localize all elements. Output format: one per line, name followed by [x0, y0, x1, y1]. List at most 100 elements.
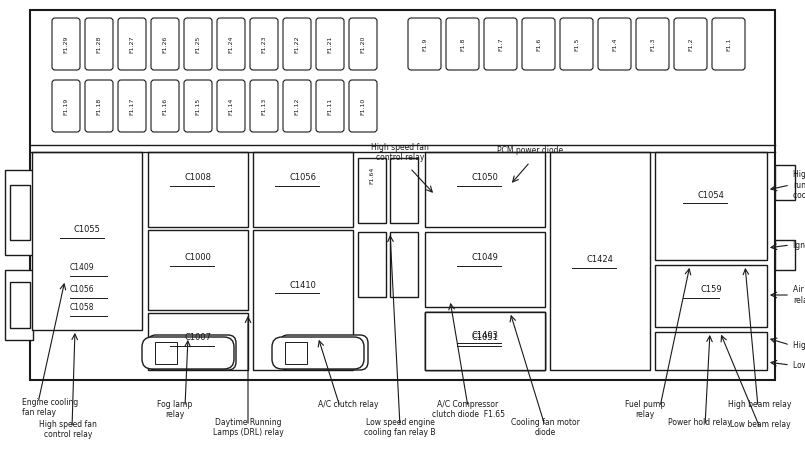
Text: C1056: C1056	[290, 173, 316, 183]
Text: F1.28: F1.28	[97, 35, 101, 53]
FancyBboxPatch shape	[349, 18, 377, 70]
FancyBboxPatch shape	[151, 18, 179, 70]
Text: F1.11: F1.11	[328, 97, 332, 114]
Text: F1.7: F1.7	[498, 37, 503, 51]
Text: C1056: C1056	[70, 286, 95, 295]
FancyBboxPatch shape	[349, 80, 377, 132]
Text: C1007: C1007	[184, 334, 212, 342]
Text: F1.3: F1.3	[650, 37, 655, 51]
FancyBboxPatch shape	[142, 337, 234, 369]
Text: F1.64: F1.64	[369, 166, 374, 184]
Text: C1055: C1055	[73, 226, 101, 235]
FancyBboxPatch shape	[148, 335, 236, 370]
Text: Low beam relay: Low beam relay	[793, 360, 805, 370]
Text: F1.10: F1.10	[361, 97, 365, 114]
FancyBboxPatch shape	[184, 18, 212, 70]
Text: C1054: C1054	[698, 191, 724, 199]
Bar	[358, 158, 386, 223]
FancyBboxPatch shape	[85, 80, 113, 132]
Text: F1.1: F1.1	[726, 37, 731, 51]
Text: Ignition relay: Ignition relay	[793, 241, 805, 250]
Text: Engine cooling
fan relay: Engine cooling fan relay	[22, 398, 78, 417]
Text: F1.18: F1.18	[97, 97, 101, 114]
Text: Fog lamp
relay: Fog lamp relay	[157, 400, 192, 419]
FancyBboxPatch shape	[272, 337, 364, 369]
Bar	[5, 270, 33, 340]
Text: F1.29: F1.29	[64, 35, 68, 53]
Text: High beam relay: High beam relay	[793, 340, 805, 350]
Text: F1.21: F1.21	[328, 35, 332, 53]
FancyBboxPatch shape	[85, 18, 113, 70]
FancyBboxPatch shape	[250, 80, 278, 132]
FancyBboxPatch shape	[408, 18, 441, 70]
Text: C1058: C1058	[70, 304, 94, 312]
Text: C1409: C1409	[70, 263, 95, 272]
Text: C1049: C1049	[472, 253, 498, 262]
Text: Power hold relay: Power hold relay	[668, 418, 732, 427]
Bar	[655, 332, 767, 370]
Text: F1.14: F1.14	[229, 97, 233, 115]
Text: A/C clutch relay: A/C clutch relay	[318, 400, 378, 409]
FancyBboxPatch shape	[484, 18, 517, 70]
Bar	[253, 152, 353, 227]
Text: F1.23: F1.23	[262, 35, 266, 53]
FancyBboxPatch shape	[283, 18, 311, 70]
Bar	[10, 185, 30, 240]
FancyBboxPatch shape	[118, 80, 146, 132]
FancyBboxPatch shape	[446, 18, 479, 70]
Bar	[390, 232, 418, 297]
FancyBboxPatch shape	[52, 18, 80, 70]
Text: F1.15: F1.15	[196, 97, 200, 114]
Bar	[253, 230, 353, 370]
Text: F1.24: F1.24	[229, 35, 233, 53]
Bar	[655, 152, 767, 260]
Text: F1.12: F1.12	[295, 97, 299, 115]
Text: F1.16: F1.16	[163, 97, 167, 114]
Text: PCM power diode: PCM power diode	[497, 146, 563, 155]
Text: C159: C159	[700, 286, 722, 295]
Text: F1.27: F1.27	[130, 35, 134, 53]
FancyBboxPatch shape	[316, 80, 344, 132]
Text: F1.4: F1.4	[612, 37, 617, 51]
FancyBboxPatch shape	[283, 80, 311, 132]
Text: F1.20: F1.20	[361, 35, 365, 53]
Bar	[294, 340, 319, 365]
FancyBboxPatch shape	[712, 18, 745, 70]
Text: F1.17: F1.17	[130, 97, 134, 115]
Bar	[148, 313, 248, 370]
Bar	[425, 312, 545, 370]
Text: F1.26: F1.26	[163, 35, 167, 53]
Text: F1.13: F1.13	[262, 97, 266, 115]
Bar	[5, 170, 33, 255]
FancyBboxPatch shape	[674, 18, 707, 70]
Text: F1.9: F1.9	[422, 37, 427, 51]
Text: C1050: C1050	[472, 173, 498, 183]
Text: F1.2: F1.2	[688, 37, 693, 51]
Bar	[425, 152, 545, 227]
Bar	[550, 152, 650, 370]
Text: Fuel pump
relay: Fuel pump relay	[625, 400, 665, 419]
Text: Low beam relay: Low beam relay	[729, 420, 791, 429]
Text: F1.22: F1.22	[295, 35, 299, 53]
Text: C1410: C1410	[290, 281, 316, 290]
Text: C1051: C1051	[472, 334, 498, 342]
FancyBboxPatch shape	[217, 18, 245, 70]
Bar	[10, 282, 30, 328]
FancyBboxPatch shape	[118, 18, 146, 70]
Text: C1008: C1008	[184, 173, 212, 183]
Text: High beam relay: High beam relay	[729, 400, 791, 409]
Text: High speed fan
control relay: High speed fan control relay	[371, 143, 429, 162]
Text: F1.6: F1.6	[536, 37, 541, 51]
FancyBboxPatch shape	[52, 80, 80, 132]
Text: Daytime Running
Lamps (DRL) relay: Daytime Running Lamps (DRL) relay	[213, 418, 283, 437]
Text: Cooling fan motor
diode: Cooling fan motor diode	[510, 418, 580, 437]
Bar	[155, 342, 177, 364]
Bar	[425, 312, 545, 370]
FancyBboxPatch shape	[598, 18, 631, 70]
Bar	[30, 10, 775, 380]
Text: C1424: C1424	[587, 256, 613, 265]
Text: C1000: C1000	[184, 253, 212, 262]
Text: A/C Compressor
clutch diode  F1.65: A/C Compressor clutch diode F1.65	[431, 400, 505, 419]
FancyBboxPatch shape	[184, 80, 212, 132]
FancyBboxPatch shape	[522, 18, 555, 70]
